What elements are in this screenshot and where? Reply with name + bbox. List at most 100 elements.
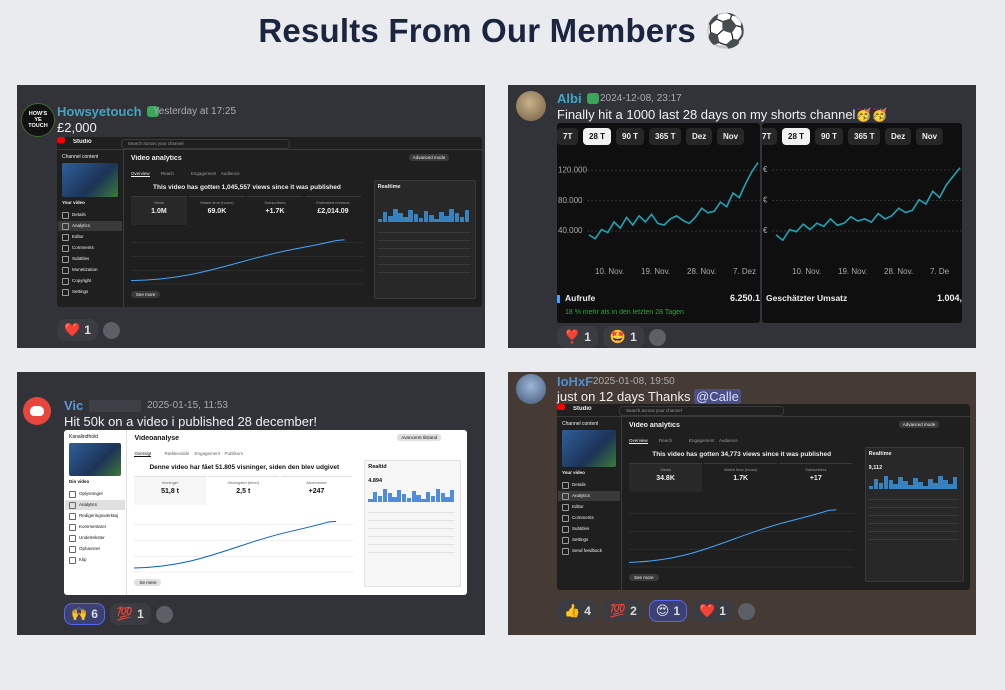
see-more-button[interactable]: Se mere: [134, 579, 162, 586]
menu-item[interactable]: Copyright: [72, 278, 92, 283]
tab[interactable]: Overview: [629, 438, 648, 444]
tab[interactable]: Overview: [130, 171, 150, 177]
reaction[interactable]: 😍 1: [648, 600, 687, 622]
add-reaction[interactable]: [102, 321, 120, 339]
add-reaction[interactable]: [737, 602, 755, 620]
menu-item[interactable]: Analytics: [72, 223, 91, 228]
menu-item[interactable]: Oplysninger: [79, 491, 104, 496]
metric-value: 51,8 t: [161, 488, 180, 495]
reaction[interactable]: 🤩 1: [602, 326, 644, 348]
menu-item[interactable]: Send feedback: [572, 548, 603, 554]
tab[interactable]: Audience: [719, 438, 738, 443]
message: £2,000: [57, 120, 97, 135]
period-button[interactable]: Nov: [717, 128, 745, 145]
menu-item[interactable]: Ophavsret: [79, 546, 100, 551]
realtime-bar: [928, 479, 933, 489]
trend-line: [134, 520, 337, 569]
add-reaction[interactable]: [155, 605, 173, 623]
tab[interactable]: Reach: [659, 438, 673, 443]
period-button[interactable]: 365 T: [848, 128, 881, 145]
menu-item[interactable]: Subtitles: [572, 526, 590, 532]
menu-item[interactable]: Settings: [572, 537, 589, 543]
post-card: IoHxF 2025-01-08, 19:50 just on 12 days …: [508, 372, 976, 635]
mode-button[interactable]: Advanced mode: [898, 421, 940, 428]
reaction-emoji: 🤩: [609, 329, 627, 344]
menu-item[interactable]: Monetization: [72, 267, 98, 272]
realtime-panel: [364, 460, 461, 587]
tab[interactable]: Rækkevidde: [164, 451, 190, 456]
blurred-name: [89, 400, 141, 412]
menu-icon: [62, 212, 69, 219]
period-button[interactable]: 7T: [762, 128, 778, 145]
reaction[interactable]: ❣️ 1: [557, 326, 598, 348]
realtime-bar: [377, 219, 383, 222]
period-button[interactable]: 28 T: [583, 128, 612, 145]
menu-item[interactable]: Settings: [72, 289, 89, 294]
reaction[interactable]: ❤️ 1: [692, 600, 733, 622]
reaction[interactable]: 💯 2: [602, 600, 644, 622]
menu-item[interactable]: Details: [72, 212, 86, 217]
add-reaction[interactable]: [648, 328, 666, 346]
tab[interactable]: Engagement: [194, 451, 220, 456]
menu-item[interactable]: Editor: [72, 234, 84, 239]
tab[interactable]: Audience: [220, 171, 240, 176]
reaction[interactable]: 💯 1: [109, 603, 151, 625]
menu-item[interactable]: Comments: [72, 245, 94, 250]
realtime-title: Realtime: [868, 451, 892, 457]
reaction[interactable]: 🙌 6: [64, 603, 105, 625]
reaction-emoji: 💯: [116, 606, 134, 621]
menu-icon: [562, 482, 569, 490]
line-chart: 40.000 80.000 120.000 10. Nov. 19. Nov. 28. N…: [558, 162, 760, 276]
metric-total: 1.004,84: [936, 293, 962, 303]
page-title: Results From Our Members ⚽: [258, 12, 747, 49]
metric-label: Subscribers: [264, 200, 286, 205]
menu-item[interactable]: Details: [572, 482, 586, 488]
realtime-bar: [382, 212, 388, 222]
metric-label: Abonnenter: [306, 480, 327, 485]
period-button[interactable]: 7T: [557, 128, 579, 145]
reaction[interactable]: ❤️ 1: [57, 319, 98, 341]
period-button[interactable]: 28 T: [782, 128, 811, 145]
period-button[interactable]: Dez: [686, 128, 713, 145]
timestamp: 2024-12-08, 23:17: [600, 93, 682, 104]
period-button[interactable]: 90 T: [616, 128, 645, 145]
metric-marker: [557, 295, 560, 303]
x-tick-label: 7. De: [930, 267, 950, 276]
metric-value: 69.0K: [207, 208, 227, 215]
tab[interactable]: Oversigt: [134, 451, 152, 457]
mention[interactable]: @Calle: [694, 389, 741, 404]
menu-item[interactable]: Analytics: [572, 493, 591, 499]
reaction[interactable]: 👍 4: [557, 600, 598, 622]
realtime-bar: [953, 477, 958, 489]
see-more-button[interactable]: See more: [130, 291, 161, 298]
tab[interactable]: Publikum: [224, 451, 243, 456]
source-row: [377, 264, 470, 265]
tab[interactable]: Reach: [160, 171, 174, 176]
period-button[interactable]: Nov: [916, 128, 944, 145]
tab[interactable]: Engagement: [190, 171, 217, 176]
menu-icon: [69, 502, 76, 509]
menu-item[interactable]: Subtitles: [72, 256, 90, 261]
period-button[interactable]: Dez: [885, 128, 912, 145]
realtime-bar: [426, 492, 431, 502]
menu-item[interactable]: Comments: [572, 515, 594, 521]
source-row: [368, 512, 455, 513]
tab[interactable]: Engagement: [689, 438, 715, 443]
realtime-bar: [401, 494, 407, 502]
menu-item[interactable]: Redigeringsværktøj: [79, 513, 119, 518]
period-button[interactable]: 365 T: [649, 128, 682, 145]
menu-item[interactable]: Kommentarer: [79, 524, 107, 529]
see-more-button[interactable]: See more: [629, 574, 659, 581]
source-row: [868, 523, 958, 524]
menu-item[interactable]: Klip: [79, 557, 87, 562]
studio-screenshot: Kanalindhold Din video Oplysninger Analytic…: [64, 430, 467, 595]
mode-button[interactable]: Avanceret tilstand: [397, 434, 442, 441]
menu-item[interactable]: Undertekster: [79, 535, 105, 540]
mode-button[interactable]: Advanced mode: [408, 154, 450, 161]
menu-item[interactable]: Analytics: [79, 502, 98, 507]
period-button[interactable]: 90 T: [815, 128, 844, 145]
menu-item[interactable]: Editor: [572, 504, 584, 510]
realtime-bar: [868, 486, 874, 489]
verified-badge: [146, 106, 159, 117]
